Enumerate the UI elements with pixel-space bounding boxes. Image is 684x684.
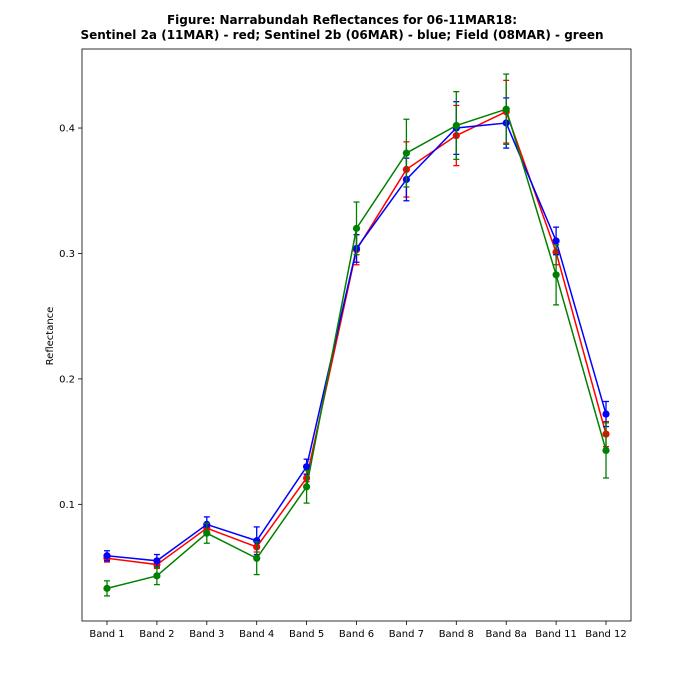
data-point: [552, 271, 560, 279]
data-point: [153, 572, 161, 580]
data-point: [602, 446, 610, 455]
data-point: [253, 554, 261, 562]
data-point: [452, 121, 460, 130]
x-tick-label: Band 5: [289, 629, 324, 640]
data-point: [203, 529, 211, 537]
data-point: [552, 237, 560, 245]
data-point: [303, 483, 311, 491]
y-axis: 0.1 0.2 0.3 0.4: [59, 124, 82, 511]
x-tick-label: Band 11: [535, 629, 577, 640]
data-point: [602, 410, 610, 418]
y-tick-label: 0.2: [59, 374, 75, 385]
plot-area: [103, 73, 610, 597]
data-point: [153, 557, 161, 565]
series-2: [103, 97, 610, 568]
series-3: [103, 73, 610, 597]
series-line: [106, 110, 607, 566]
x-tick-label: Band 8a: [486, 629, 527, 640]
x-tick-label: Band 8: [439, 629, 474, 640]
x-tick-label: Band 3: [189, 629, 224, 640]
y-axis-label: Reflectance: [45, 307, 56, 366]
x-tick-label: Band 1: [89, 629, 124, 640]
data-point: [352, 224, 361, 232]
y-tick-label: 0.1: [59, 500, 75, 511]
data-point: [103, 584, 111, 592]
data-point: [303, 463, 311, 471]
y-tick-label: 0.3: [59, 249, 75, 260]
x-axis: Band 1 Band 2 Band 3 Band 4 Band 5 Band 6 Band…: [89, 621, 627, 640]
y-tick-label: 0.4: [59, 124, 75, 135]
data-point: [103, 552, 111, 560]
series-line: [106, 122, 607, 562]
chart-title: Figure: Narrabundah Reflectances for 06-…: [167, 13, 517, 27]
data-point: [402, 149, 410, 157]
x-tick-label: Band 2: [139, 629, 174, 640]
series-1: [103, 79, 610, 569]
chart-subtitle: Sentinel 2a (11MAR) - red; Sentinel 2b (…: [80, 28, 603, 42]
plot-frame: [81, 48, 632, 622]
x-tick-label: Band 7: [389, 629, 424, 640]
x-tick-label: Band 6: [339, 629, 374, 640]
x-tick-label: Band 12: [585, 629, 627, 640]
x-tick-label: Band 4: [239, 629, 274, 640]
data-point: [502, 105, 510, 113]
